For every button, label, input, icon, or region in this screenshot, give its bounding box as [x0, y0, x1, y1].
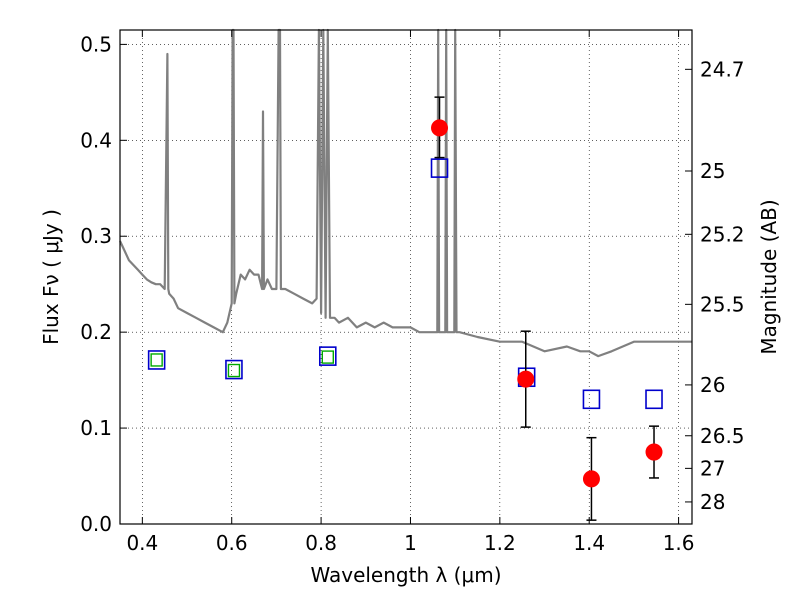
right-tick-label: 25.5 [700, 292, 745, 316]
y-tick-label: 0.2 [80, 320, 112, 344]
x-tick-label: 0.8 [305, 531, 337, 555]
y-axis-label: Flux Fν ( μJy ) [39, 209, 63, 345]
right-tick-label: 26 [700, 373, 725, 397]
y-tick-label: 0.3 [80, 224, 112, 248]
model-photometry-square [582, 389, 601, 410]
photometry-points [147, 96, 663, 521]
model-photometry-square [225, 359, 243, 380]
model-spectrum [119, 28, 692, 358]
spectrum-line [119, 28, 692, 358]
right-tick-label: 28 [700, 490, 725, 514]
right-axis-label: Magnitude (AB) [757, 199, 781, 354]
small-photometry-square [227, 363, 241, 378]
plot-frame [119, 29, 693, 525]
model-photometry-square [147, 350, 166, 370]
y-tick-label: 0.4 [80, 128, 112, 152]
y-tick-label: 0.1 [80, 416, 112, 440]
small-photometry-square [150, 353, 163, 367]
y-tick-label: 0.5 [80, 32, 112, 56]
observed-point [431, 119, 449, 137]
small-photometry-square [321, 350, 334, 364]
x-tick-label: 1.2 [484, 531, 516, 555]
observed-point [517, 370, 535, 388]
x-tick-label: 1.4 [573, 531, 605, 555]
x-tick-label: 1 [404, 531, 417, 555]
model-photometry-square [430, 158, 449, 178]
model-photometry-square [318, 346, 337, 366]
right-tick-label: 27 [700, 456, 725, 480]
right-tick-label: 24.7 [700, 57, 745, 81]
y-tick-label: 0.0 [80, 512, 112, 536]
right-tick-label: 25 [700, 159, 725, 183]
observed-point [582, 470, 600, 488]
right-tick-label: 25.2 [700, 222, 745, 246]
x-axis-label: Wavelength λ (μm) [310, 563, 501, 587]
axis-ticks: 0.4 0.6 0.8 1 1.2 1.4 1.6 0.0 0.1 0.2 0.3 0.4 0.5 24.… [80, 30, 745, 555]
right-tick-label: 26.5 [700, 424, 745, 448]
x-tick-label: 1.6 [663, 531, 695, 555]
observed-point [645, 443, 663, 461]
x-tick-label: 0.4 [126, 531, 158, 555]
x-tick-label: 0.6 [216, 531, 248, 555]
model-photometry-square [645, 389, 663, 410]
